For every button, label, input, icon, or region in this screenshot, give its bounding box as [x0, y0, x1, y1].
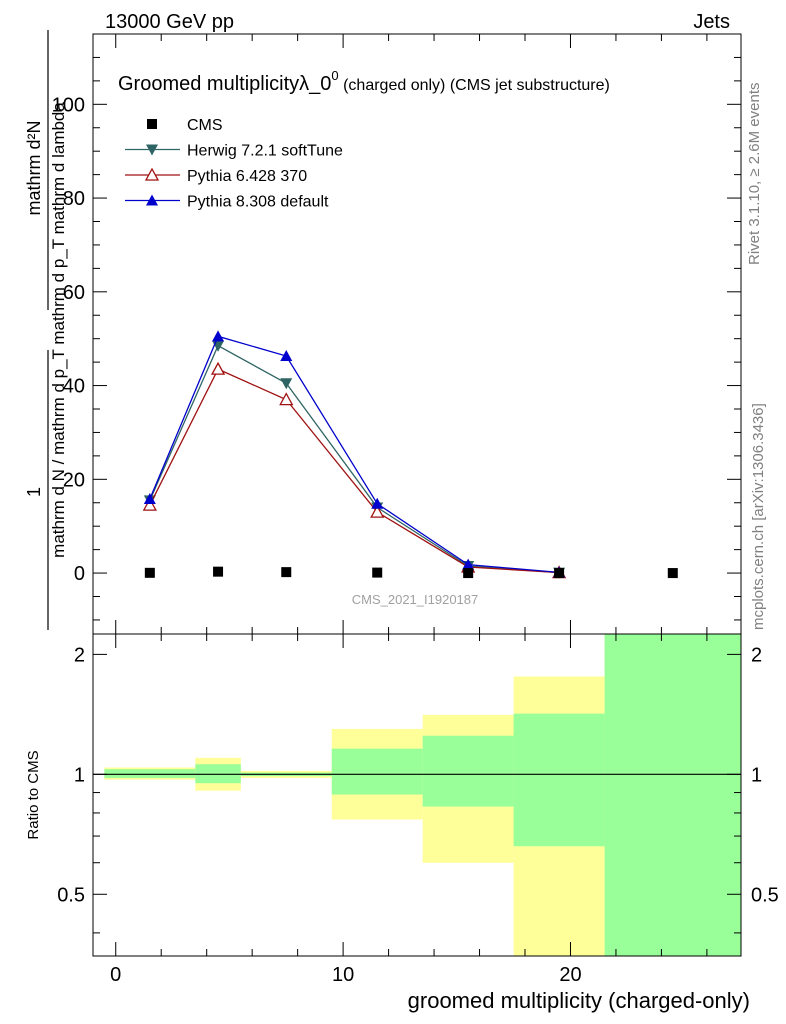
ratio-axes: 0.5 0.51 12 20 10 20 — [57, 634, 779, 986]
data-point-pythia-8-308-default — [212, 330, 225, 342]
series-line-herwig-7-2-1-softtune — [149, 344, 560, 574]
legend-marker-pythia-8-308-default — [146, 194, 158, 206]
main-axes: 0 20 40 60 80 100 — [52, 34, 741, 634]
data-point-herwig-7-2-1-softtune — [280, 378, 293, 390]
main-ytick-label: 40 — [63, 376, 85, 398]
data-point-pythia-8-308-default — [462, 558, 475, 570]
main-marks — [142, 330, 678, 579]
legend-label-pythia-6-428-370: Pythia 6.428 370 — [187, 168, 307, 185]
ratio-panel-frame — [92, 633, 742, 957]
series-line-pythia-8-308-default — [149, 335, 560, 574]
ratio-band-green-4 — [422, 735, 514, 807]
ratio-band-green-0 — [104, 769, 196, 778]
ratio-band-green-5 — [513, 713, 605, 847]
header-energy-label: 13000 GeV pp — [105, 11, 234, 33]
data-point-cms — [667, 568, 678, 579]
ratio-xlabel: groomed multiplicity (charged-only) — [408, 988, 750, 1013]
legend-label-pythia-8-308-default: Pythia 8.308 default — [187, 194, 329, 211]
ratio-xtick-label: 10 — [332, 964, 354, 986]
main-ytick-label: 80 — [63, 188, 85, 210]
legend-marker-herwig-7-2-1-softtune — [146, 144, 158, 156]
series-herwig-7-2-1-softtune — [143, 340, 566, 579]
legend-label-herwig-7-2-1-softtune: Herwig 7.2.1 softTune — [187, 143, 343, 160]
main-ytick-label: 0 — [74, 563, 85, 585]
ratio-bands — [93, 634, 741, 956]
data-point-cms — [213, 566, 224, 577]
ylabel-denominator: mathrm d N / mathrm d p_T mathrm d p_T m… — [49, 102, 68, 558]
legend-marker-cms — [147, 119, 157, 129]
data-point-cms — [554, 568, 565, 579]
series-pythia-8-308-default — [143, 330, 566, 578]
series-cms — [144, 566, 678, 579]
data-point-pythia-6-428-370 — [279, 392, 294, 406]
main-ytick-label: 20 — [63, 469, 85, 491]
mcplots-credit-label: mcplots.cern.ch [arXiv:1306.3436] — [750, 403, 767, 630]
data-point-pythia-8-308-default — [280, 350, 293, 362]
ratio-ytick-label: 1 — [74, 764, 85, 786]
ylabel-numerator-top: mathrm d²N — [24, 120, 44, 215]
ratio-xtick-label: 0 — [110, 964, 121, 986]
legend-marker-pythia-6-428-370 — [144, 167, 160, 181]
series-line-pythia-6-428-370 — [149, 368, 560, 574]
plot-title: Groomed multiplicityλ_00 (charged only) … — [118, 68, 610, 95]
main-ytick-label: 60 — [63, 282, 85, 304]
plot-title-superscript: 0 — [331, 68, 338, 83]
ratio-band-green-6 — [604, 634, 741, 956]
header-jets-label: Jets — [693, 11, 730, 33]
plot-title-main: Groomed multiplicityλ_0 — [118, 73, 331, 95]
data-point-cms — [144, 567, 155, 578]
data-point-pythia-8-308-default — [143, 493, 156, 504]
plot-title-rest: (charged only) (CMS jet substructure) — [339, 77, 610, 94]
legend: CMS Herwig 7.2.1 softTune Pythia 6.428 370… — [125, 117, 343, 211]
main-ylabel: mathrm d²N 1 mathrm d N / mathrm d p_T m… — [24, 30, 68, 630]
legend-label-cms: CMS — [187, 117, 223, 134]
ratio-band-green-3 — [331, 748, 423, 795]
ylabel-numerator: 1 — [24, 487, 44, 497]
ratio-xtick-label: 20 — [559, 964, 581, 986]
ratio-ytick-label-right: 2 — [751, 644, 762, 666]
analysis-watermark: CMS_2021_I1920187 — [352, 592, 479, 607]
main-ytick-label: 100 — [52, 94, 85, 116]
ratio-ytick-label-right: 1 — [751, 764, 762, 786]
data-point-pythia-6-428-370 — [142, 497, 157, 511]
ratio-ytick-label: 0.5 — [57, 884, 85, 906]
data-point-cms — [463, 568, 474, 579]
ratio-ylabel: Ratio to CMS — [25, 750, 42, 839]
rivet-version-label: Rivet 3.1.10, ≥ 2.6M events — [746, 83, 763, 266]
ratio-ytick-label: 2 — [74, 644, 85, 666]
data-point-pythia-8-308-default — [371, 497, 384, 509]
data-point-cms — [281, 567, 292, 578]
series-pythia-6-428-370 — [142, 361, 567, 579]
data-point-pythia-6-428-370 — [370, 504, 385, 518]
data-point-cms — [372, 567, 383, 578]
ratio-ytick-label-right: 0.5 — [751, 884, 779, 906]
data-point-pythia-6-428-370 — [210, 361, 226, 375]
ratio-band-green-1 — [195, 764, 241, 784]
